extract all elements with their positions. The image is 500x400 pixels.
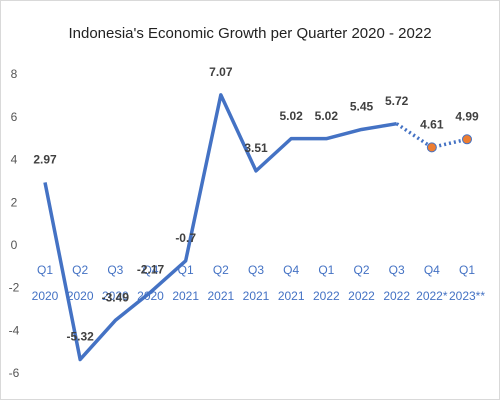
x-tick-label: Q3 <box>248 263 264 277</box>
x-tick-label: Q1 <box>37 263 53 277</box>
point-marker <box>426 142 437 153</box>
x-tick-label: 2021 <box>172 289 199 303</box>
chart-title: Indonesia's Economic Growth per Quarter … <box>68 25 431 42</box>
y-tick-label: 6 <box>11 110 18 124</box>
x-tick-label: Q3 <box>389 263 405 277</box>
value-label: 4.61 <box>420 118 444 132</box>
x-tick-label: Q4 <box>142 263 158 277</box>
x-tick-label: 2022 <box>348 289 375 303</box>
x-tick-label: 2022 <box>313 289 340 303</box>
x-tick-label: 2022 <box>383 289 410 303</box>
point-marker <box>462 134 472 145</box>
value-label: 5.72 <box>385 94 409 108</box>
x-tick-label: Q2 <box>72 263 88 277</box>
value-label: 5.45 <box>350 100 374 114</box>
x-tick-label: Q1 <box>459 263 475 277</box>
y-tick-label: -4 <box>9 323 20 337</box>
y-tick-label: 4 <box>11 153 18 167</box>
x-tick-label: 2020 <box>67 289 94 303</box>
y-tick-label: -6 <box>9 366 20 380</box>
y-tick-label: 8 <box>11 67 18 81</box>
x-tick-label: Q2 <box>353 263 369 277</box>
x-tick-label: 2021 <box>207 289 234 303</box>
value-label: -5.32 <box>66 330 94 344</box>
x-tick-label: 2022* <box>416 289 448 303</box>
x-tick-label: Q3 <box>107 263 123 277</box>
value-label: 5.02 <box>315 109 339 123</box>
y-tick-label: 2 <box>11 195 18 209</box>
x-tick-label: 2023** <box>449 289 485 303</box>
x-tick-label: 2020 <box>32 289 59 303</box>
x-tick-label: Q2 <box>213 263 229 277</box>
x-tick-label: 2020 <box>102 289 129 303</box>
value-label: 2.97 <box>33 153 57 167</box>
value-label: -3.49 <box>102 291 130 305</box>
value-label: -2.17 <box>137 262 165 276</box>
value-label: 5.02 <box>279 109 303 123</box>
x-tick-label: Q4 <box>424 263 440 277</box>
x-tick-label: 2021 <box>278 289 305 303</box>
x-tick-label: Q1 <box>318 263 334 277</box>
x-tick-label: Q4 <box>283 263 299 277</box>
value-label: 4.99 <box>455 109 479 123</box>
x-tick-label: 2021 <box>243 289 270 303</box>
y-tick-label: -2 <box>9 281 20 295</box>
value-label: 7.07 <box>209 65 233 79</box>
y-tick-label: 0 <box>11 238 18 252</box>
line-series <box>43 93 397 362</box>
value-label: 3.51 <box>244 141 268 155</box>
value-label: -0.7 <box>175 231 196 245</box>
line-series-projected <box>395 122 468 150</box>
